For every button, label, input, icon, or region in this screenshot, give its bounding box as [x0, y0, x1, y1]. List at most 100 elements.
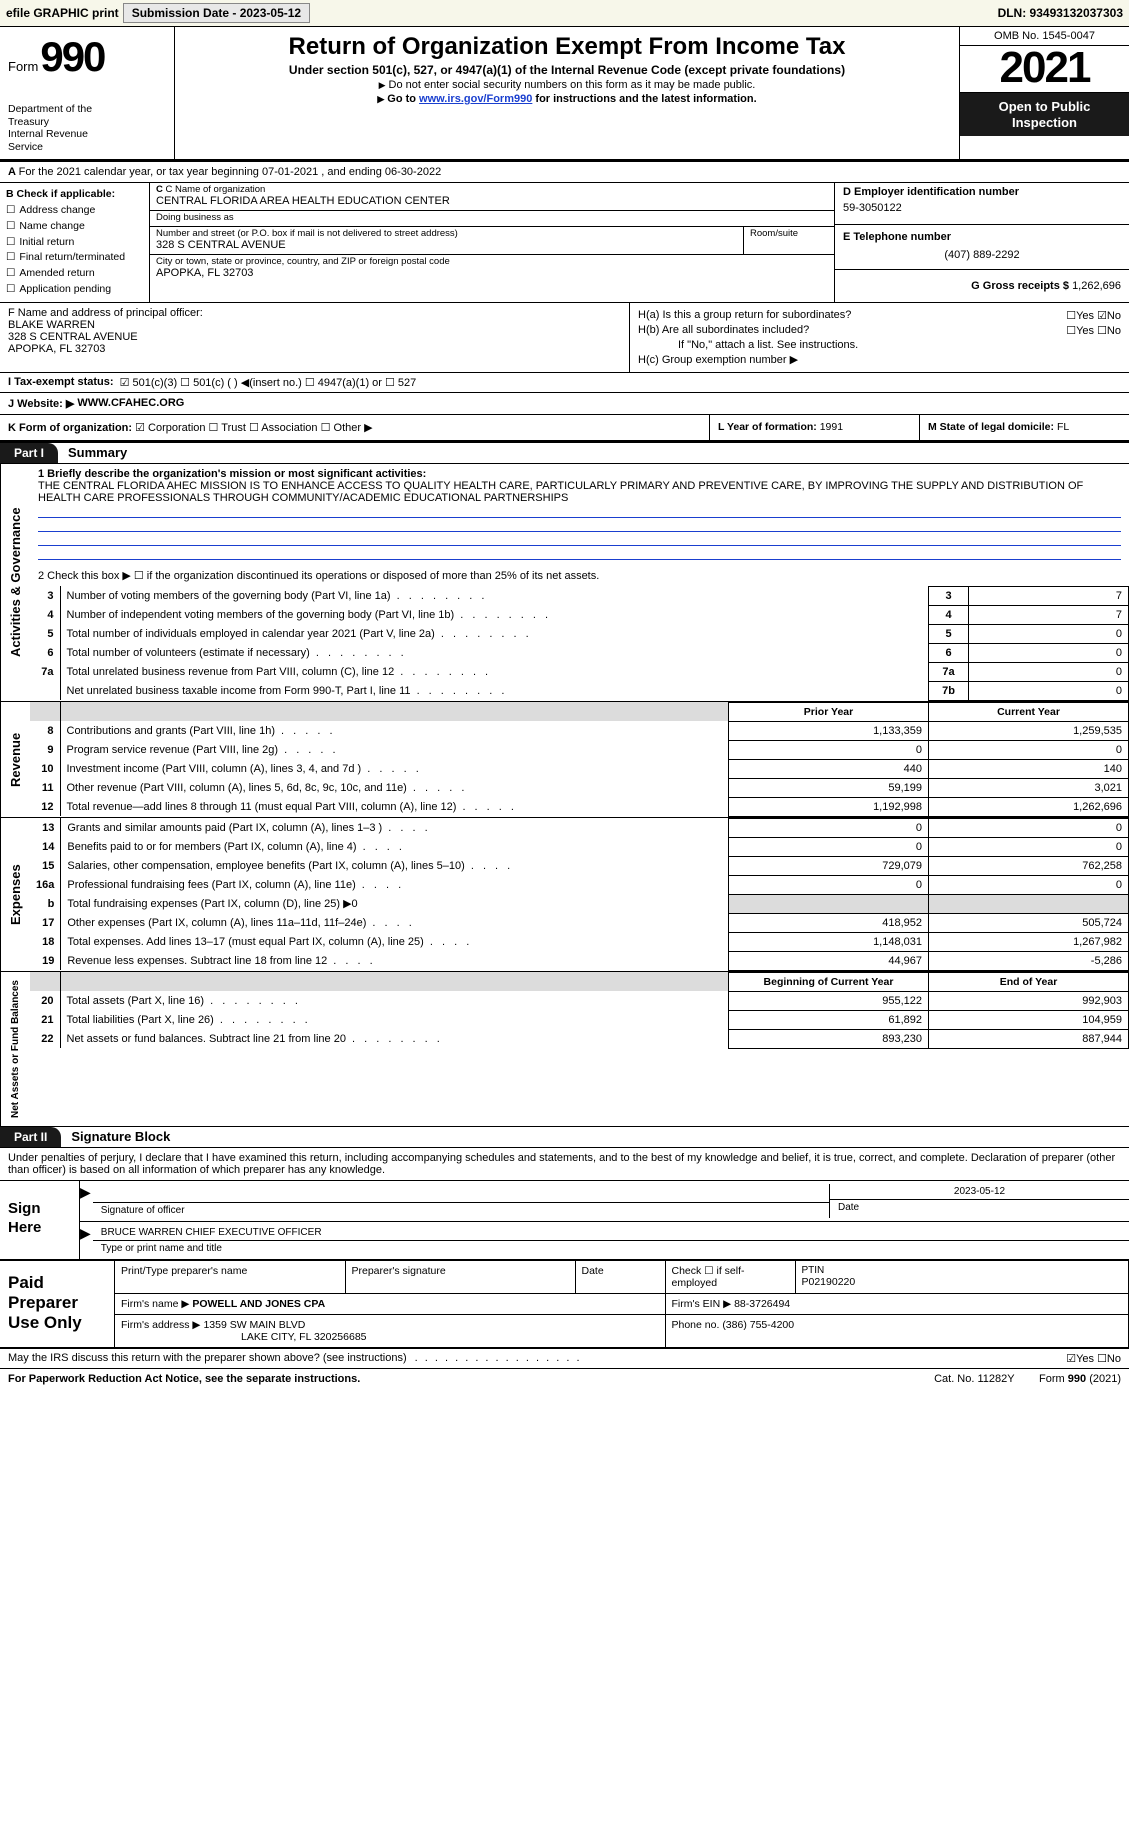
vtab-revenue: Revenue	[0, 702, 30, 817]
l-label: L Year of formation:	[718, 421, 817, 433]
firm-ein-value: 88-3726494	[734, 1298, 790, 1310]
prep-date-label: Date	[575, 1261, 665, 1294]
row-i-taxstatus: I Tax-exempt status: ☑ 501(c)(3) ☐ 501(c…	[0, 373, 1129, 393]
l-value: 1991	[820, 421, 843, 433]
org-name: CENTRAL FLORIDA AREA HEALTH EDUCATION CE…	[150, 195, 834, 210]
ptin-value: P02190220	[802, 1276, 1123, 1288]
mission-area: 1 Briefly describe the organization's mi…	[30, 464, 1129, 565]
tax-status-options: ☑ 501(c)(3) ☐ 501(c) ( ) ◀(insert no.) ☐…	[120, 376, 417, 389]
ein-label: D Employer identification number	[843, 186, 1121, 198]
dept-treasury: Department of theTreasuryInternal Revenu…	[8, 103, 166, 153]
firm-addr-label: Firm's address ▶	[121, 1319, 201, 1331]
room-label: Room/suite	[744, 227, 834, 239]
section-fh: F Name and address of principal officer:…	[0, 303, 1129, 373]
dba-value	[150, 223, 834, 226]
block-netassets: Net Assets or Fund Balances Beginning of…	[0, 972, 1129, 1126]
vtab-expenses: Expenses	[0, 818, 30, 971]
discuss-question: May the IRS discuss this return with the…	[8, 1352, 407, 1364]
h-b-answer: ☐Yes ☐No	[1066, 324, 1121, 337]
footer-right: Form 990 (2021)	[1039, 1373, 1121, 1385]
officer-addr2: APOPKA, FL 32703	[8, 343, 621, 355]
h-a-question: H(a) Is this a group return for subordin…	[638, 309, 851, 321]
ein-value: 59-3050122	[843, 202, 1121, 214]
dots-fill	[415, 1352, 582, 1364]
street-label: Number and street (or P.O. box if mail i…	[150, 227, 743, 239]
part-ii-header: Part II Signature Block	[0, 1126, 1129, 1148]
row-klm: K Form of organization: ☑ Corporation ☐ …	[0, 415, 1129, 443]
sig-officer-label: Signature of officer	[93, 1202, 829, 1218]
block-expenses: Expenses 13 Grants and similar amounts p…	[0, 818, 1129, 972]
col-f-officer: F Name and address of principal officer:…	[0, 303, 629, 372]
return-title: Return of Organization Exempt From Incom…	[181, 33, 953, 61]
col-b-checkboxes: B Check if applicable: Address change Na…	[0, 183, 150, 301]
row-j-website: J Website: ▶ WWW.CFAHEC.ORG	[0, 393, 1129, 415]
tax-year: 2021	[960, 46, 1129, 93]
city-label: City or town, state or province, country…	[150, 255, 834, 267]
discuss-answer: ☑Yes ☐No	[1066, 1352, 1121, 1365]
firm-ein-label: Firm's EIN ▶	[672, 1298, 732, 1310]
governance-table: 3 Number of voting members of the govern…	[30, 586, 1129, 701]
firm-phone-value: (386) 755-4200	[722, 1319, 794, 1331]
dln-label: DLN: 93493132037303	[998, 6, 1123, 20]
officer-name: BLAKE WARREN	[8, 319, 621, 331]
ssn-note: Do not enter social security numbers on …	[181, 79, 953, 91]
officer-print-name: BRUCE WARREN CHIEF EXECUTIVE OFFICER	[93, 1225, 1129, 1240]
col-h: H(a) Is this a group return for subordin…	[629, 303, 1129, 372]
h-a-answer: ☐Yes ☑No	[1066, 309, 1121, 322]
submission-date-button[interactable]: Submission Date - 2023-05-12	[123, 3, 310, 23]
firm-addr-value: 1359 SW MAIN BLVD	[203, 1319, 305, 1331]
arrow-icon	[80, 1225, 93, 1256]
h-c-question: H(c) Group exemption number ▶	[638, 353, 798, 366]
gross-receipts-label: G Gross receipts $	[971, 280, 1069, 292]
col-c: C C Name of organization CENTRAL FLORIDA…	[150, 183, 834, 301]
part-i-header: Part I Summary	[0, 443, 1129, 464]
declaration-text: Under penalties of perjury, I declare th…	[0, 1148, 1129, 1181]
phone-label: E Telephone number	[843, 231, 1121, 243]
form-header: Form 990 Department of theTreasuryIntern…	[0, 27, 1129, 162]
firm-name-label: Firm's name ▶	[121, 1298, 189, 1310]
return-subtitle: Under section 501(c), 527, or 4947(a)(1)…	[181, 63, 953, 77]
paid-preparer-label: PaidPreparerUse Only	[0, 1261, 115, 1347]
footer-left: For Paperwork Reduction Act Notice, see …	[8, 1373, 360, 1385]
page-footer: For Paperwork Reduction Act Notice, see …	[0, 1369, 1129, 1389]
k-options: ☑ Corporation ☐ Trust ☐ Association ☐ Ot…	[135, 422, 372, 434]
mission-text: THE CENTRAL FLORIDA AHEC MISSION IS TO E…	[38, 480, 1121, 504]
firm-addr-value2: LAKE CITY, FL 320256685	[121, 1331, 367, 1343]
phone-value: (407) 889-2292	[843, 249, 1121, 261]
efile-label: efile GRAPHIC print	[6, 6, 119, 20]
chk-address-change[interactable]: Address change	[6, 203, 143, 219]
revenue-table: Prior Year Current Year8 Contributions a…	[30, 702, 1129, 817]
block-activities: Activities & Governance 1 Briefly descri…	[0, 464, 1129, 702]
officer-label: F Name and address of principal officer:	[8, 307, 621, 319]
goto-note: Go to www.irs.gov/Form990 for instructio…	[181, 93, 953, 105]
chk-name-change[interactable]: Name change	[6, 219, 143, 235]
chk-amended-return[interactable]: Amended return	[6, 266, 143, 282]
org-name-label: C C Name of organization	[150, 183, 834, 195]
open-public-badge: Open to PublicInspection	[960, 93, 1129, 136]
chk-application-pending[interactable]: Application pending	[6, 282, 143, 298]
street-value: 328 S CENTRAL AVENUE	[150, 239, 743, 254]
dba-label: Doing business as	[150, 211, 834, 223]
sign-here-label: Sign Here	[0, 1181, 80, 1259]
discuss-row: May the IRS discuss this return with the…	[0, 1349, 1129, 1369]
vtab-netassets: Net Assets or Fund Balances	[0, 972, 30, 1126]
paid-preparer-block: PaidPreparerUse Only Print/Type preparer…	[0, 1260, 1129, 1349]
netassets-table: Beginning of Current Year End of Year20 …	[30, 972, 1129, 1049]
chk-initial-return[interactable]: Initial return	[6, 235, 143, 251]
chk-final-return[interactable]: Final return/terminated	[6, 250, 143, 266]
top-bar: efile GRAPHIC print Submission Date - 20…	[0, 0, 1129, 27]
irs-link[interactable]: www.irs.gov/Form990	[419, 93, 532, 105]
sign-here-block: Sign Here Signature of officer 2023-05-1…	[0, 1181, 1129, 1260]
k-label: K Form of organization:	[8, 422, 132, 434]
sig-date-value: 2023-05-12	[830, 1184, 1129, 1199]
section-bcdeg: B Check if applicable: Address change Na…	[0, 183, 1129, 302]
prep-selfemp-label: Check ☐ if self-employed	[665, 1261, 795, 1294]
h-b-question: H(b) Are all subordinates included?	[638, 324, 809, 336]
city-value: APOPKA, FL 32703	[150, 267, 834, 282]
prep-name-label: Print/Type preparer's name	[115, 1261, 345, 1294]
arrow-icon	[80, 1184, 93, 1218]
website-value: WWW.CFAHEC.ORG	[77, 397, 184, 410]
officer-name-label: Type or print name and title	[93, 1240, 1129, 1256]
h-b-note: If "No," attach a list. See instructions…	[638, 339, 1121, 351]
firm-name-value: POWELL AND JONES CPA	[192, 1298, 325, 1310]
